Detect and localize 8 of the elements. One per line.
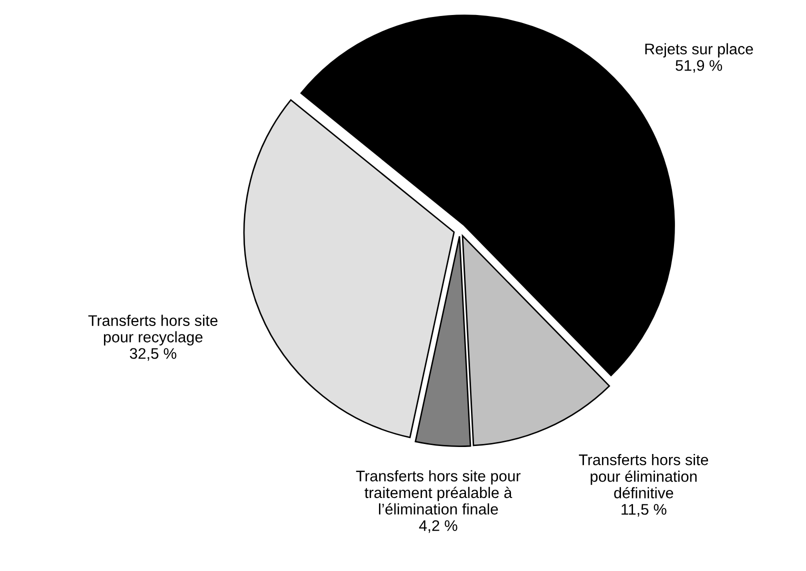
data-label: 51,9 % [676, 60, 722, 73]
slice-label: Transferts hors site pour élimination définitive [578, 454, 708, 498]
slice-label: Transferts hors site pour recyclage [88, 314, 218, 346]
data-label: 11,5 % [622, 504, 666, 517]
data-label: 4,2 % [419, 520, 458, 533]
data-label: 32,5 % [130, 348, 176, 361]
slice-label: Rejets sur place [645, 43, 753, 58]
slice-label: Transferts hors site pour traitement préalable à l’élimination finale [356, 470, 521, 515]
